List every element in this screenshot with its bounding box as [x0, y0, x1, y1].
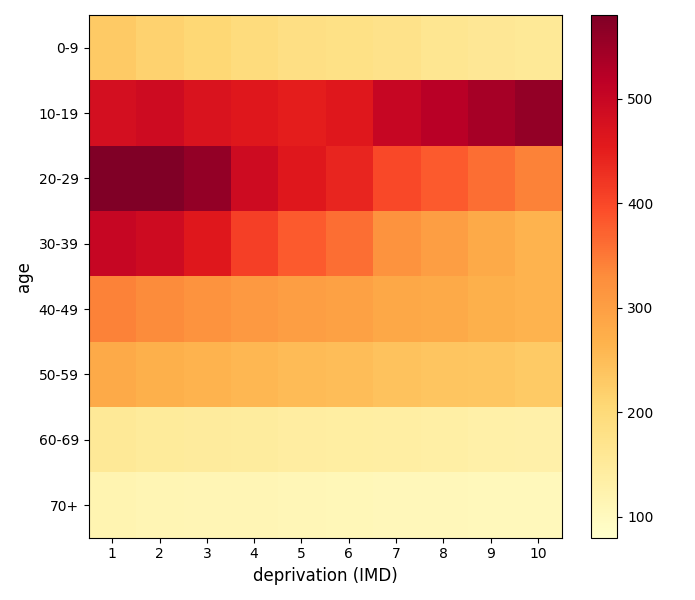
X-axis label: deprivation (IMD): deprivation (IMD) — [253, 567, 398, 585]
Y-axis label: age: age — [15, 261, 33, 292]
